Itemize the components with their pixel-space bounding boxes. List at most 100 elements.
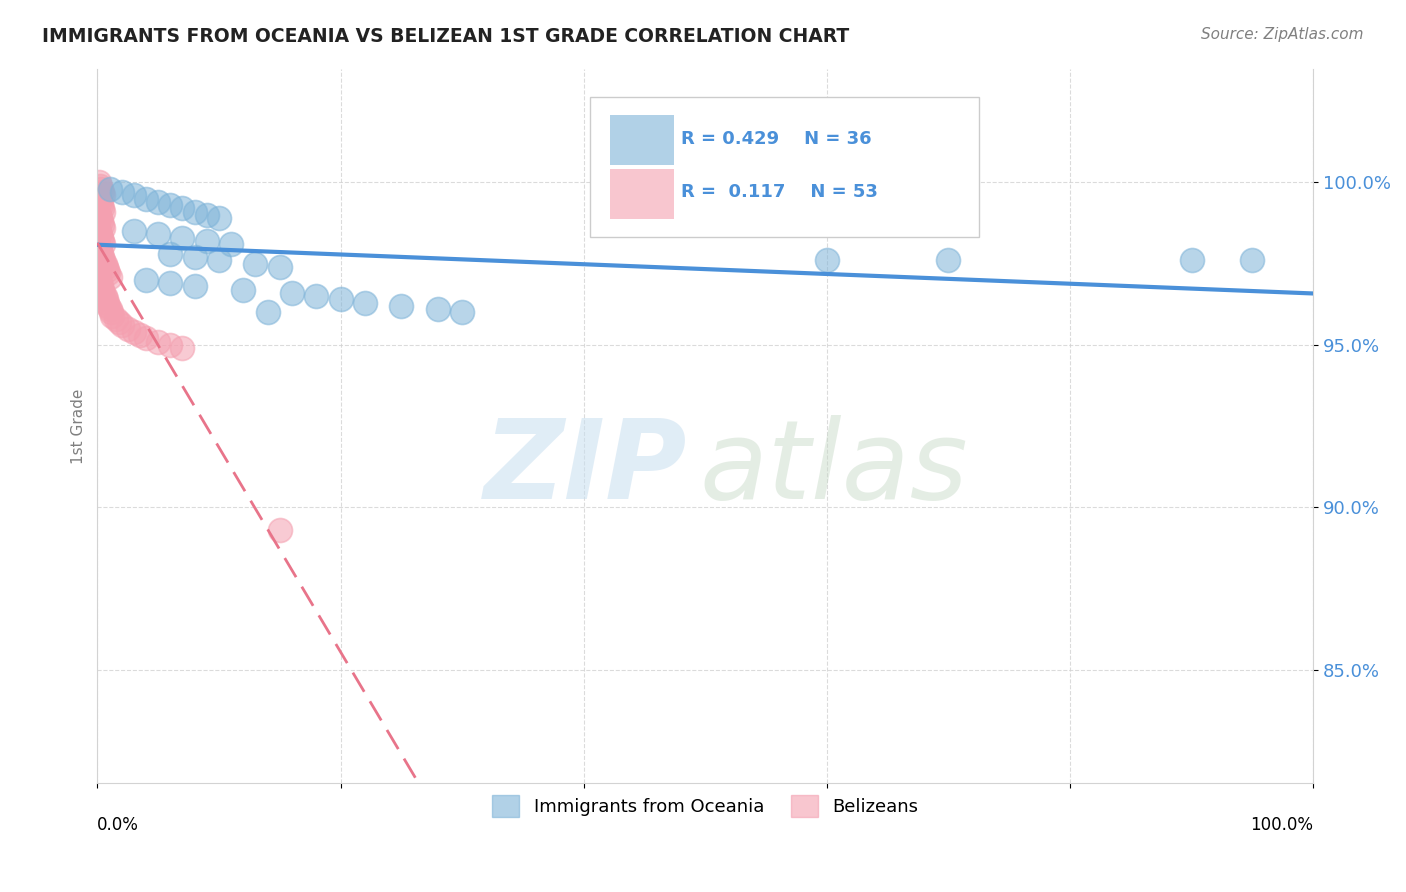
Point	[426, 301, 449, 316]
FancyBboxPatch shape	[589, 97, 979, 236]
Point	[305, 289, 328, 303]
Point	[195, 234, 218, 248]
Point	[93, 237, 115, 252]
Point	[90, 214, 112, 228]
Point	[87, 273, 110, 287]
Point	[89, 194, 111, 209]
Point	[183, 250, 205, 264]
Point	[232, 283, 254, 297]
Point	[135, 273, 157, 287]
Point	[96, 263, 118, 277]
Point	[159, 276, 181, 290]
Point	[159, 246, 181, 260]
Text: R =  0.117    N = 53: R = 0.117 N = 53	[681, 183, 877, 202]
Point	[89, 178, 111, 193]
Point	[1181, 253, 1204, 268]
Point	[90, 246, 112, 260]
Text: Source: ZipAtlas.com: Source: ZipAtlas.com	[1201, 27, 1364, 42]
Point	[90, 198, 112, 212]
Point	[91, 201, 114, 215]
Text: 100.0%: 100.0%	[1250, 815, 1313, 834]
Point	[183, 204, 205, 219]
Y-axis label: 1st Grade: 1st Grade	[72, 388, 86, 464]
Point	[93, 285, 115, 300]
Text: IMMIGRANTS FROM OCEANIA VS BELIZEAN 1ST GRADE CORRELATION CHART: IMMIGRANTS FROM OCEANIA VS BELIZEAN 1ST …	[42, 27, 849, 45]
Point	[146, 194, 169, 209]
Point	[98, 182, 121, 196]
Point	[98, 301, 121, 316]
Point	[89, 244, 111, 258]
Point	[91, 250, 114, 264]
FancyBboxPatch shape	[610, 115, 673, 165]
Point	[94, 260, 117, 274]
Point	[94, 292, 117, 306]
Point	[100, 305, 122, 319]
Point	[93, 188, 115, 202]
Point	[122, 325, 145, 339]
Point	[90, 279, 112, 293]
Point	[208, 253, 231, 268]
Point	[91, 283, 114, 297]
Text: atlas: atlas	[699, 416, 967, 523]
Point	[135, 331, 157, 345]
Point	[93, 204, 115, 219]
Point	[269, 523, 291, 537]
Point	[159, 338, 181, 352]
Point	[117, 321, 139, 335]
Point	[451, 305, 474, 319]
Point	[208, 211, 231, 225]
Point	[938, 253, 960, 268]
Point	[87, 240, 110, 254]
Point	[815, 253, 838, 268]
Point	[195, 208, 218, 222]
Point	[87, 224, 110, 238]
Point	[90, 230, 112, 244]
Point	[89, 211, 111, 225]
Point	[87, 192, 110, 206]
Point	[172, 230, 194, 244]
Point	[159, 198, 181, 212]
Point	[172, 341, 194, 355]
Point	[97, 266, 120, 280]
Point	[269, 260, 291, 274]
Point	[91, 234, 114, 248]
Point	[389, 299, 412, 313]
Text: 0.0%: 0.0%	[97, 815, 139, 834]
Point	[93, 256, 115, 270]
Point	[172, 201, 194, 215]
Point	[97, 299, 120, 313]
Point	[87, 175, 110, 189]
Point	[91, 218, 114, 232]
Point	[245, 256, 267, 270]
Point	[129, 328, 152, 343]
Point	[281, 285, 304, 300]
Point	[87, 208, 110, 222]
Point	[111, 185, 134, 199]
Point	[91, 185, 114, 199]
Point	[1241, 253, 1264, 268]
Point	[93, 289, 115, 303]
Point	[104, 311, 127, 326]
Point	[256, 305, 278, 319]
Point	[135, 192, 157, 206]
Point	[353, 295, 375, 310]
Point	[219, 237, 242, 252]
Point	[93, 253, 115, 268]
Point	[183, 279, 205, 293]
Text: R = 0.429    N = 36: R = 0.429 N = 36	[681, 129, 872, 147]
Point	[90, 182, 112, 196]
Point	[122, 188, 145, 202]
Point	[122, 224, 145, 238]
Point	[108, 315, 131, 329]
Legend: Immigrants from Oceania, Belizeans: Immigrants from Oceania, Belizeans	[485, 788, 925, 824]
FancyBboxPatch shape	[610, 169, 673, 219]
Point	[146, 334, 169, 349]
Point	[146, 227, 169, 242]
Point	[89, 276, 111, 290]
Point	[96, 295, 118, 310]
Point	[89, 227, 111, 242]
Point	[98, 269, 121, 284]
Point	[329, 292, 352, 306]
Point	[101, 309, 124, 323]
Text: ZIP: ZIP	[484, 416, 688, 523]
